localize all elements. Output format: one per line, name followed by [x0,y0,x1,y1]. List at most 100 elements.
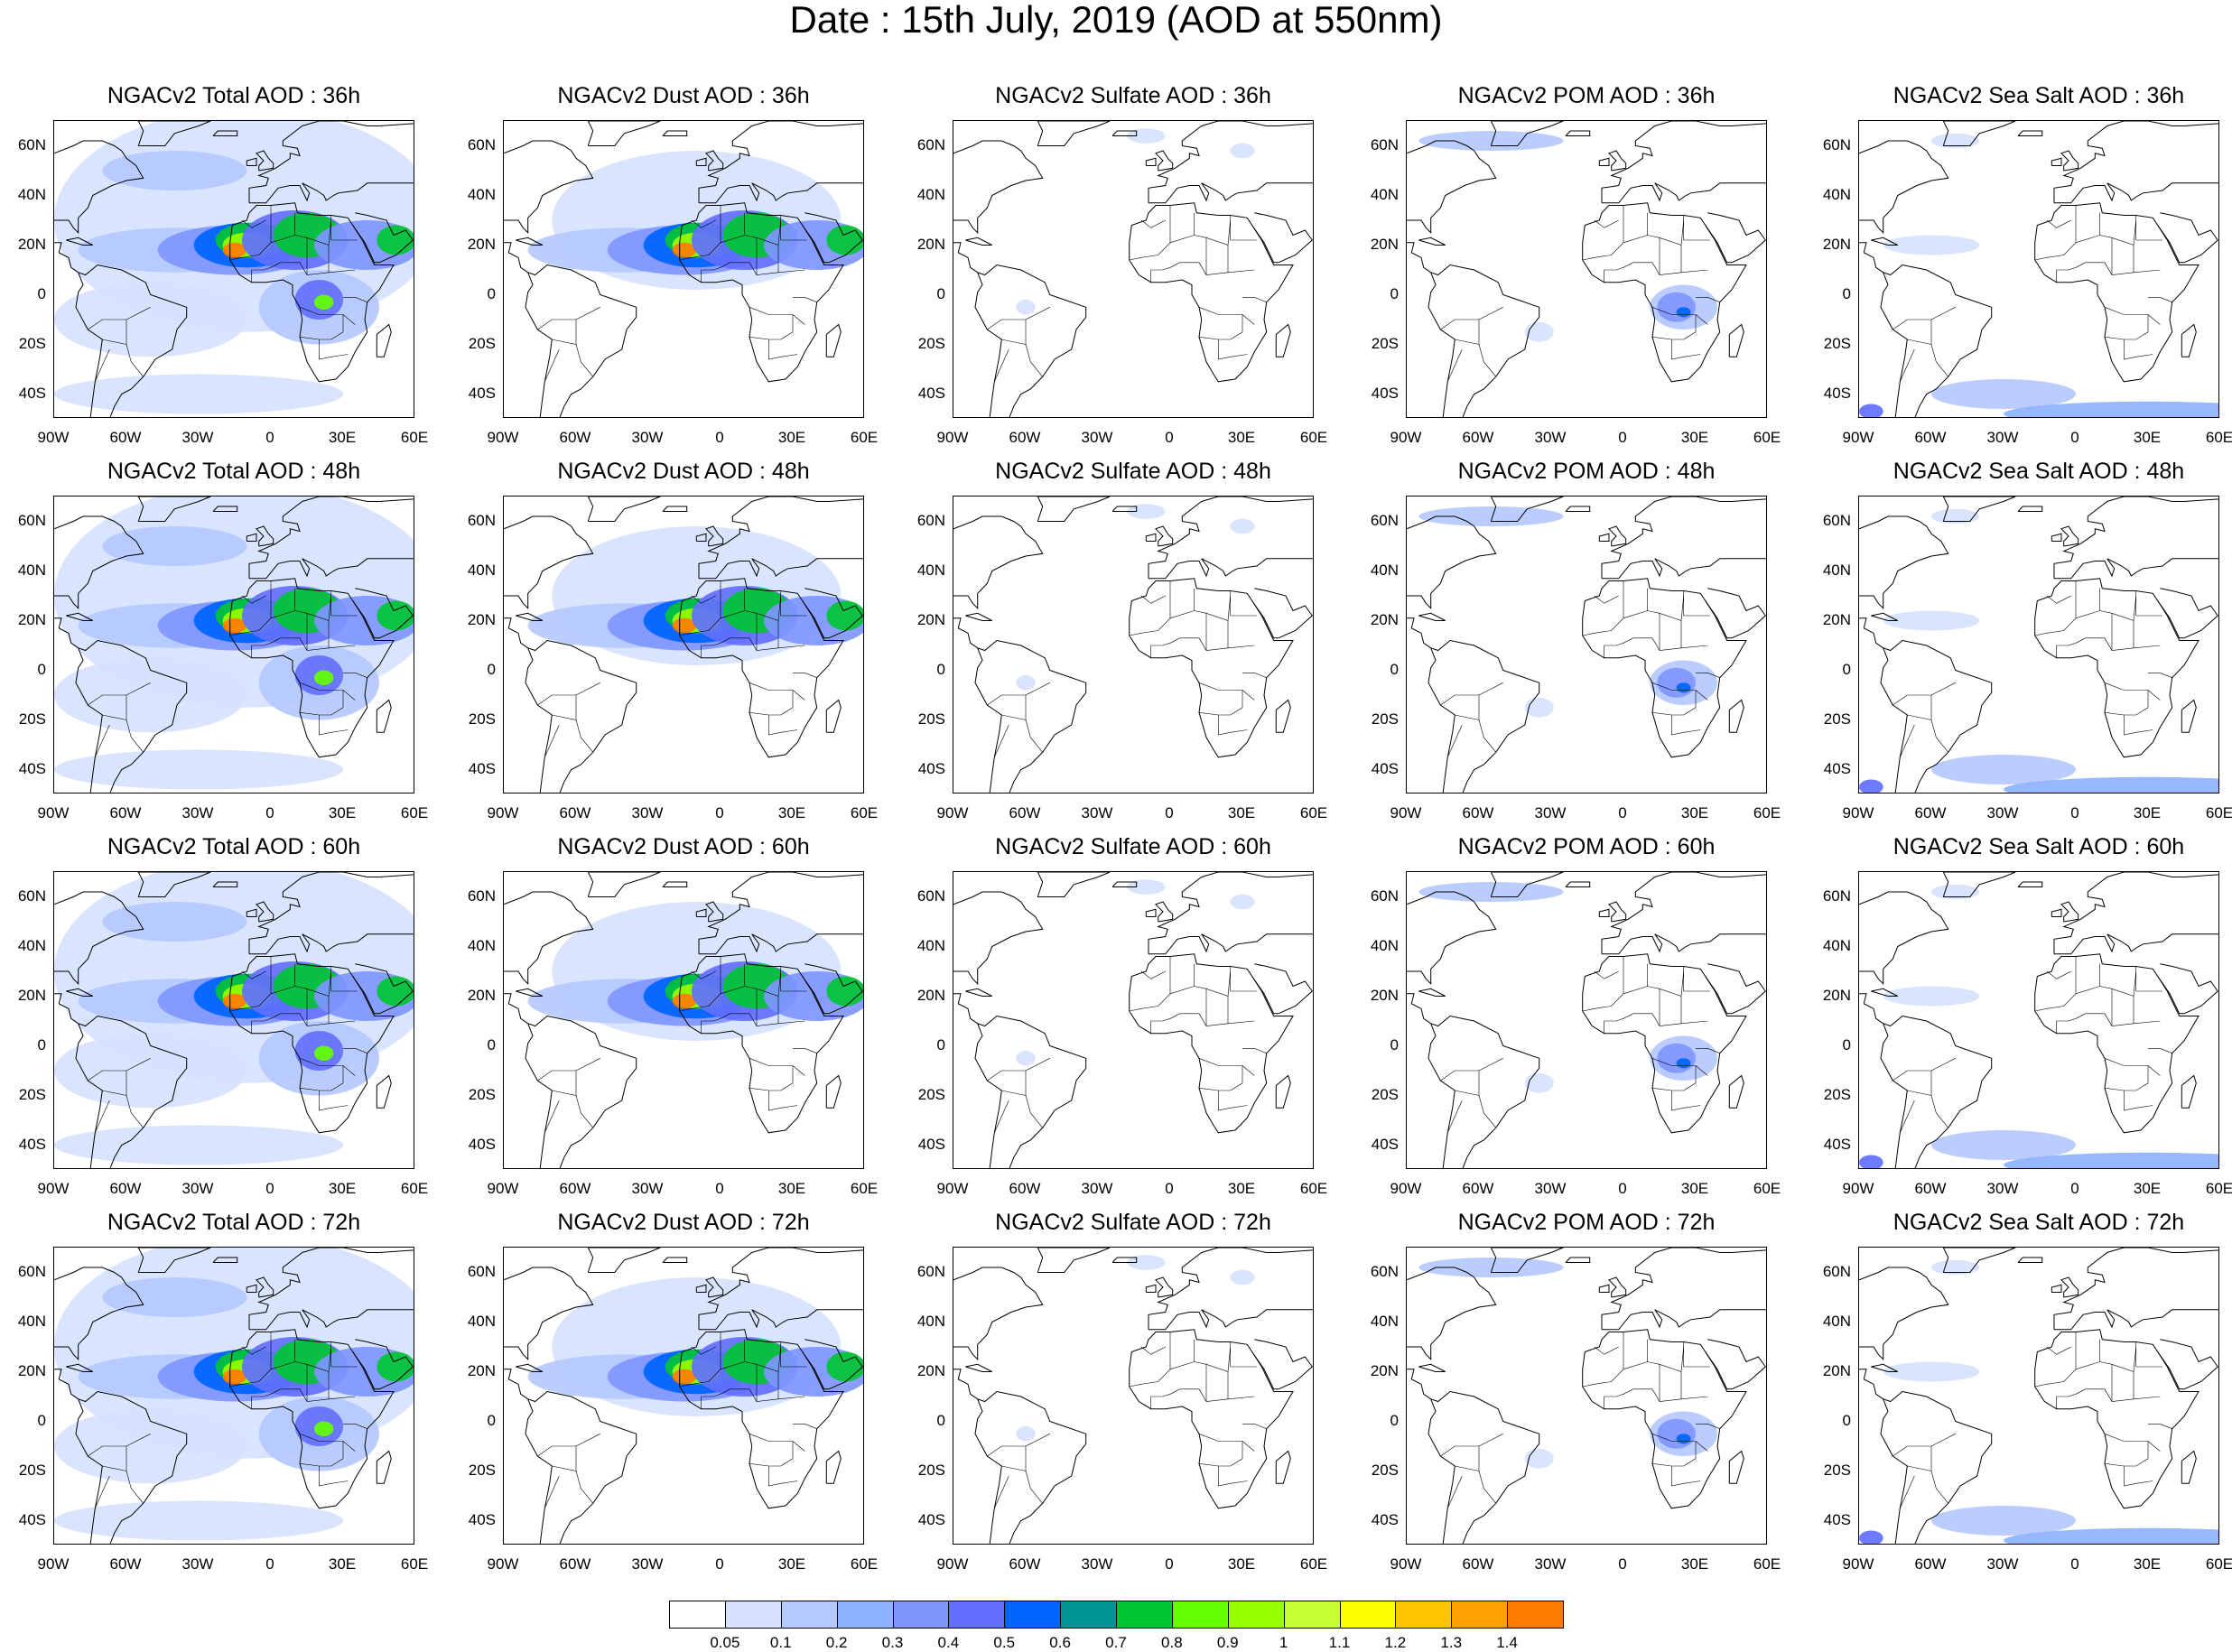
country-border [1217,339,1248,360]
aod-field [54,1033,247,1109]
lon-tick-label: 30E [777,1180,806,1197]
country-border [328,1396,356,1400]
coastline [229,578,395,758]
country-border [1242,1048,1267,1053]
country-border [1582,1361,1682,1409]
coastline [1155,1276,1174,1298]
coastline [679,578,844,758]
panel-title: NGACv2 Sulfate AOD : 72h [995,1210,1271,1235]
lat-tick-label: 20N [467,1361,496,1379]
lat-tick-label: 20N [916,235,945,253]
coastline [705,1276,724,1298]
map-frame [953,120,1314,418]
lat-tick-label: 20N [916,1361,945,1379]
lat-tick-label: 60N [916,135,945,153]
lon-tick-label: 60W [1009,804,1041,821]
coastline [1705,212,1766,264]
country-border [777,1396,805,1400]
coastline [54,1267,144,1361]
coastline [1145,908,1157,917]
country-border [2147,690,2161,701]
coastline [1601,1248,1766,1331]
lon-tick-label: 30W [1534,429,1567,446]
coastline [1565,506,1591,512]
country-border [1680,595,1684,621]
lat-tick-label: 20S [1823,710,1851,728]
coastline [1148,872,1313,955]
lat-tick-label: 20N [916,986,945,1004]
country-border [229,986,330,1034]
coastline [1145,157,1157,166]
coastline [1145,1284,1157,1293]
colorbar-swatch [1283,1601,1341,1629]
lon-tick-label: 90W [1842,1180,1874,1197]
coastline [1859,140,1949,235]
country-border [1695,1441,1708,1452]
country-border [2147,1441,2161,1452]
panel-title: NGACv2 Dust AOD : 60h [557,834,810,859]
lat-tick-label: 40N [1370,561,1399,579]
coastline [1111,130,1138,136]
lat-tick-label: 20N [1822,986,1851,1004]
coastline [75,639,188,793]
coastline [1129,202,1294,383]
map-plot [54,121,414,417]
aod-field [1418,506,1564,526]
country-border [1683,590,1710,617]
coastline [965,612,992,621]
lat-tick-label: 20N [1370,1361,1399,1379]
country-border [2133,269,2161,274]
coastline [1859,617,1883,649]
lat-tick-label: 60N [467,135,496,153]
lon-tick-label: 0 [2070,429,2079,446]
lat-tick-label: 20S [1823,1085,1851,1103]
aod-field [1230,894,1255,910]
country-border [1227,269,1255,274]
lon-tick-label: 90W [1390,1180,1422,1197]
country-border [1478,682,1503,696]
lat-tick-label: 40S [1371,1510,1399,1528]
colorbar-label: 1 [1279,1634,1288,1651]
country-border [780,215,807,241]
lat-tick-label: 40S [18,1135,46,1153]
coastline [1705,1339,1766,1390]
map-frame [1406,120,1767,418]
country-border [1680,269,1708,274]
colorbar-label: 0.6 [1049,1634,1071,1651]
country-border [544,724,560,757]
country-border [1696,1048,1720,1053]
coastline [1601,121,1766,204]
aod-field [826,600,863,631]
country-border [328,219,331,246]
coastline [1428,264,1540,417]
coastline [1148,1248,1313,1331]
lat-tick-label: 20S [917,334,945,352]
map-frame [953,496,1314,794]
lon-tick-label: 60W [1462,1180,1494,1197]
lat-tick-label: 40N [17,185,46,203]
country-border [777,645,805,649]
lat-tick-label: 40S [917,759,945,777]
lat-tick-label: 0 [487,1035,496,1053]
country-border [1242,673,1267,678]
lon-tick-label: 60W [1914,1180,1947,1197]
lat-tick-label: 40S [1823,384,1851,402]
coastline [1428,639,1540,793]
coastline [1251,963,1313,1015]
country-border [1198,1058,1243,1091]
coastline [2060,901,2079,923]
coastline [965,1363,992,1372]
coastline [2157,212,2218,264]
aod-field [826,1351,863,1382]
country-border [1230,590,1257,617]
country-border [2135,215,2162,241]
aod-field [1676,682,1691,693]
lat-tick-label: 40S [917,384,945,402]
lon-tick-label: 0 [265,1180,274,1197]
coastline [504,242,528,274]
aod-field [1931,755,2076,784]
coastline [2017,506,2043,512]
coastline [248,497,414,580]
country-border [2133,970,2136,997]
aod-field [377,976,414,1007]
